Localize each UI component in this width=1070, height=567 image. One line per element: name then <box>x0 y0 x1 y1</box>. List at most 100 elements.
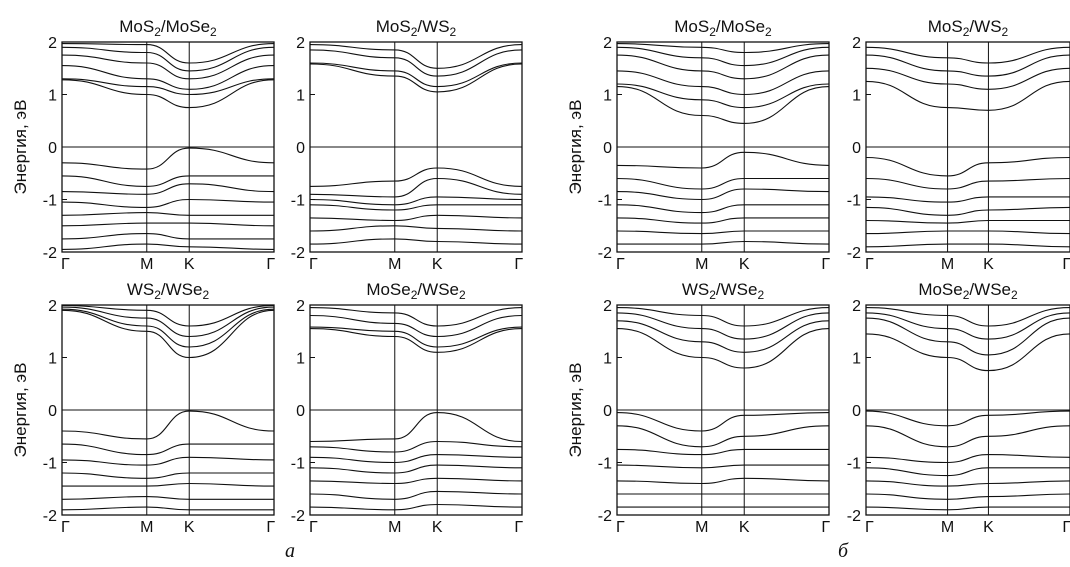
y-tick-label: 1 <box>296 351 305 368</box>
band-line <box>866 156 1070 177</box>
band-line <box>617 83 829 109</box>
band-line <box>310 477 522 485</box>
band-line <box>62 65 274 90</box>
band-line <box>617 412 829 432</box>
bands-7 <box>866 307 1070 511</box>
x-tick-label: Г <box>514 519 523 536</box>
y-tick-label: 1 <box>48 88 57 105</box>
band-line <box>617 464 829 469</box>
y-tick-label: 1 <box>603 88 612 105</box>
x-tick-label: Г <box>616 256 625 273</box>
band-line <box>62 306 274 338</box>
band-line <box>617 151 829 169</box>
band-line <box>62 472 274 479</box>
y-tick-label: 0 <box>852 403 861 420</box>
band-line <box>617 240 829 245</box>
band-line <box>62 46 274 72</box>
band-line <box>617 46 829 67</box>
band-line <box>310 238 522 245</box>
band-line <box>310 196 522 206</box>
band-line <box>310 63 522 93</box>
bands-3 <box>310 307 522 511</box>
y-axis-label: Энергия, эВ <box>11 100 30 195</box>
panel-title: MoSe2/WSe2 <box>918 280 1018 302</box>
band-line <box>310 490 522 500</box>
band-line <box>62 305 274 327</box>
y-tick-label: 2 <box>48 35 57 52</box>
x-tick-label: M <box>388 256 401 273</box>
y-tick-label: 1 <box>48 351 57 368</box>
y-tick-label: 1 <box>603 351 612 368</box>
x-tick-label: Г <box>309 519 318 536</box>
y-tick-label: -2 <box>847 508 861 525</box>
band-line <box>866 410 1070 427</box>
y-tick-label: 2 <box>852 298 861 315</box>
band-line <box>617 177 829 190</box>
band-line <box>866 177 1070 190</box>
band-line <box>617 328 829 369</box>
band-line <box>617 320 829 353</box>
panel-title: MoS2/WS2 <box>928 17 1009 39</box>
band-line <box>310 328 522 353</box>
band-line <box>310 62 522 88</box>
band-line <box>866 80 1070 111</box>
x-tick-label: Г <box>61 256 70 273</box>
y-tick-label: 2 <box>852 35 861 52</box>
x-tick-label: Г <box>1062 256 1070 273</box>
band-line <box>617 43 829 54</box>
bands-2 <box>62 305 274 511</box>
band-line <box>866 333 1070 372</box>
x-tick-label: K <box>739 519 750 536</box>
band-line <box>310 44 522 69</box>
x-tick-label: K <box>739 256 750 273</box>
band-line <box>310 49 522 77</box>
y-tick-label: 1 <box>852 351 861 368</box>
y-tick-label: 2 <box>603 35 612 52</box>
band-line <box>310 464 522 474</box>
y-tick-label: -1 <box>598 193 612 210</box>
y-tick-label: -1 <box>291 193 305 210</box>
band-line <box>866 54 1070 77</box>
x-tick-label: Г <box>266 519 275 536</box>
band-line <box>62 212 274 216</box>
band-line <box>62 183 274 195</box>
x-tick-label: K <box>432 256 443 273</box>
band-line <box>866 454 1070 464</box>
bands-0 <box>62 43 274 250</box>
band-line <box>617 70 829 96</box>
y-tick-label: -1 <box>43 456 57 473</box>
band-line <box>62 243 274 250</box>
x-tick-label: M <box>140 256 153 273</box>
panel-title: MoSe2/WSe2 <box>366 280 466 302</box>
y-tick-label: -2 <box>43 245 57 262</box>
y-tick-label: -1 <box>847 193 861 210</box>
band-line <box>617 425 829 448</box>
x-tick-label: Г <box>61 519 70 536</box>
band-line <box>866 425 1070 448</box>
y-tick-label: 2 <box>603 298 612 315</box>
x-tick-label: M <box>941 519 954 536</box>
band-line <box>62 496 274 500</box>
x-tick-label: M <box>695 519 708 536</box>
bands-5 <box>866 46 1070 248</box>
x-tick-label: M <box>388 519 401 536</box>
y-tick-label: -2 <box>598 508 612 525</box>
band-line <box>310 307 522 327</box>
y-tick-label: 2 <box>48 298 57 315</box>
y-axis-label: Энергия, эВ <box>566 100 585 195</box>
x-tick-label: K <box>184 519 195 536</box>
band-line <box>62 308 274 348</box>
band-line <box>62 443 274 456</box>
y-tick-label: -1 <box>847 456 861 473</box>
x-tick-label: Г <box>865 256 874 273</box>
x-tick-label: M <box>140 519 153 536</box>
y-tick-label: 2 <box>296 35 305 52</box>
x-tick-label: K <box>983 256 994 273</box>
y-tick-label: 1 <box>852 88 861 105</box>
band-line <box>617 54 829 80</box>
